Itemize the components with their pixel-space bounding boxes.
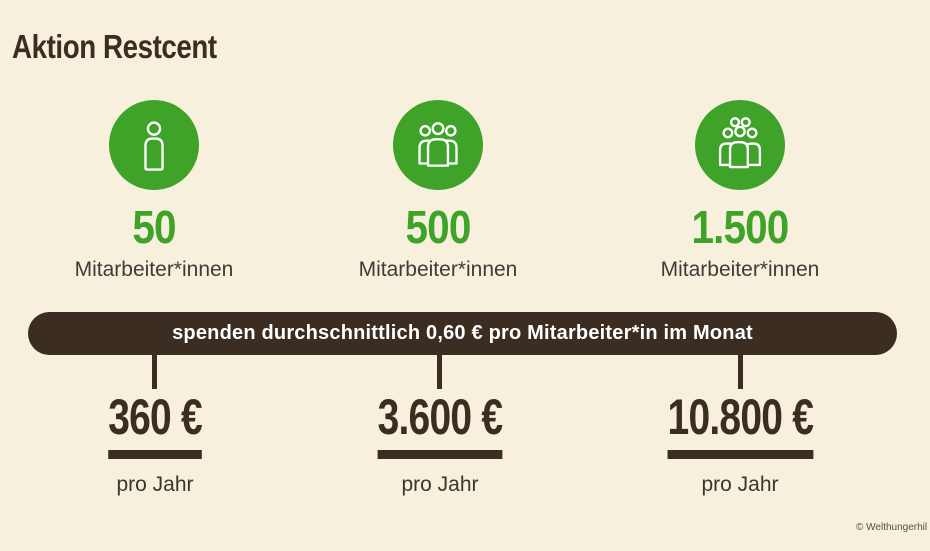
connector-line <box>152 355 157 389</box>
copyright-credit: © Welthungerhil <box>856 522 928 533</box>
page-title: Aktion Restcent <box>12 28 217 65</box>
employee-count-label: Mitarbeiter*innen <box>74 258 234 281</box>
amount-period-label: pro Jahr <box>401 472 479 496</box>
employee-count: 500 <box>405 201 472 253</box>
connector-line <box>437 355 442 389</box>
amount-period-label: pro Jahr <box>116 472 194 496</box>
employees-column-1500: 1.500 Mitarbeiter*innen <box>600 100 880 282</box>
amount-value: 10.800 € <box>667 392 814 459</box>
employee-count: 50 <box>132 201 176 253</box>
amount-column-10800: 10.800 € pro Jahr <box>600 392 880 497</box>
employee-count: 1.500 <box>691 201 790 253</box>
amount-column-3600: 3.600 € pro Jahr <box>300 392 580 497</box>
employee-count-label: Mitarbeiter*innen <box>358 258 518 281</box>
connector-line <box>738 355 743 389</box>
person-single-icon <box>109 100 199 190</box>
amount-value: 3.600 € <box>377 392 503 459</box>
group-of-five-icon <box>695 100 785 190</box>
employee-count-label: Mitarbeiter*innen <box>660 258 820 281</box>
employees-column-50: 50 Mitarbeiter*innen <box>14 100 294 282</box>
amount-period-label: pro Jahr <box>701 472 779 496</box>
assumption-banner-text: spenden durchschnittlich 0,60 € pro Mita… <box>172 322 753 344</box>
amount-column-360: 360 € pro Jahr <box>15 392 295 497</box>
group-of-three-icon <box>393 100 483 190</box>
assumption-banner: spenden durchschnittlich 0,60 € pro Mita… <box>28 312 897 355</box>
employees-column-500: 500 Mitarbeiter*innen <box>298 100 578 282</box>
amount-value: 360 € <box>108 392 203 459</box>
